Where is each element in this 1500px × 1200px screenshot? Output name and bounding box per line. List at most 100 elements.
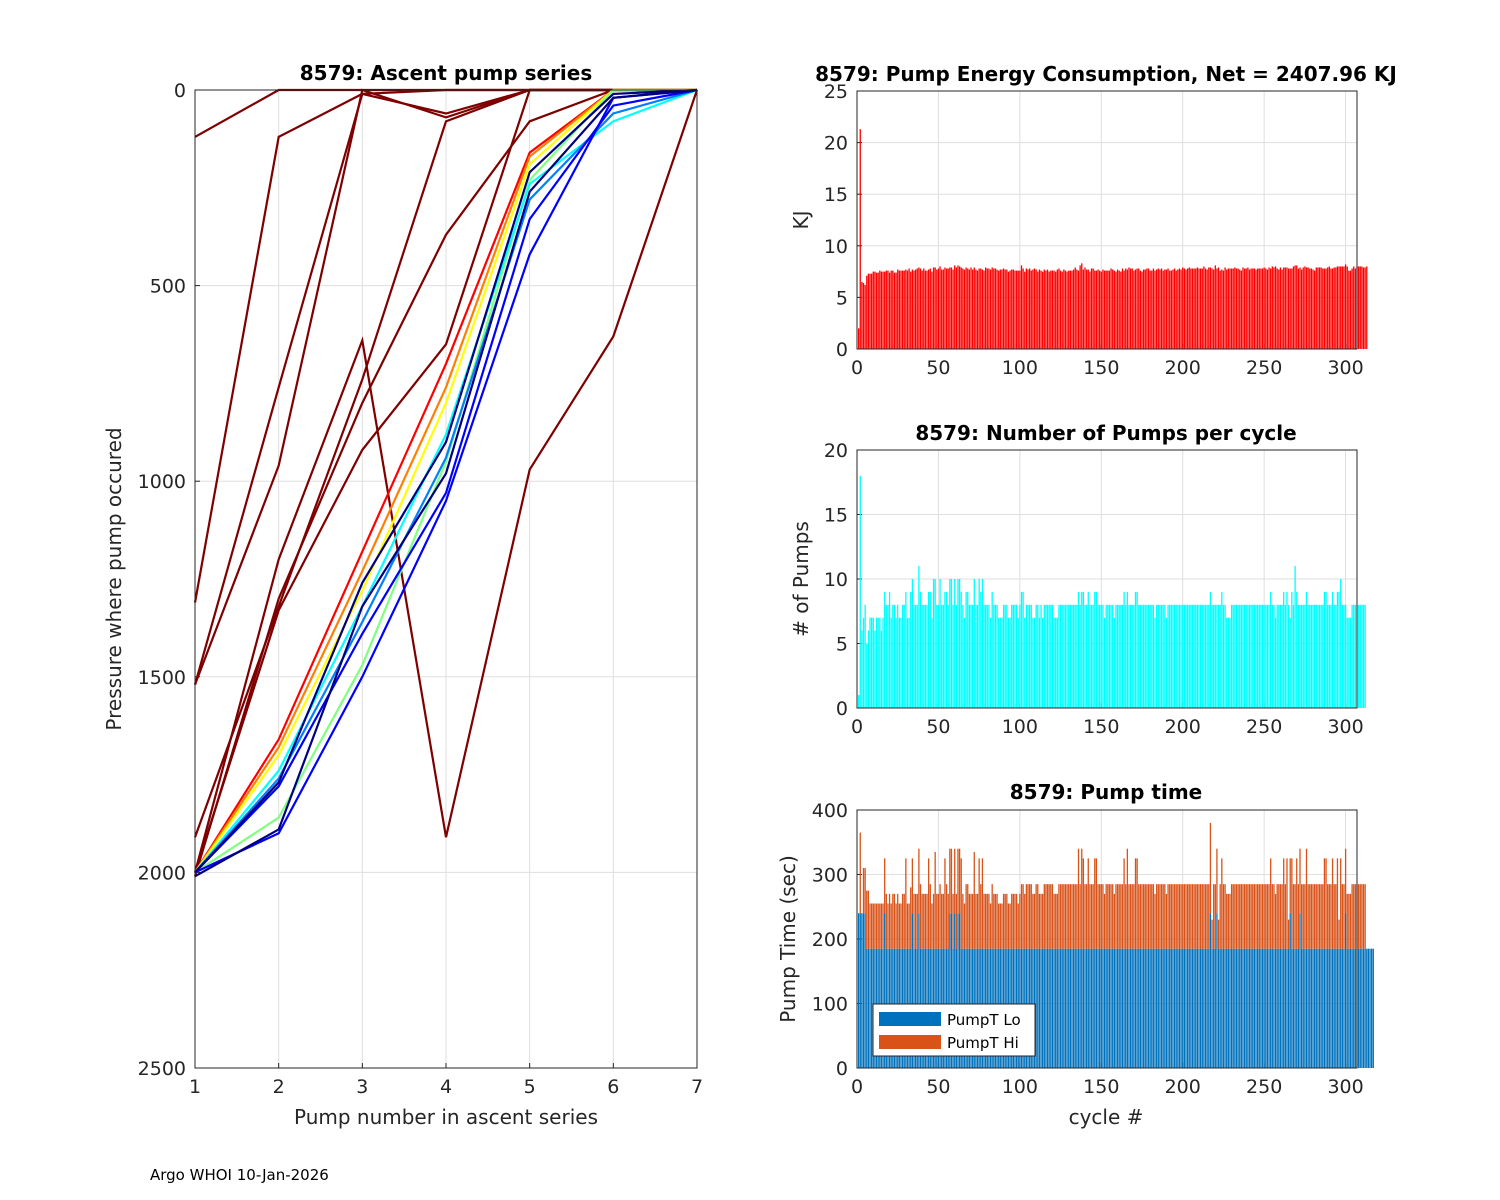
- bar-pumpt-hi: [970, 893, 972, 949]
- bar-energy: [983, 270, 985, 349]
- bar-pumpt-hi: [1274, 893, 1277, 949]
- bar-energy: [968, 269, 971, 349]
- bar-pumpt-hi: [1354, 884, 1357, 949]
- bar-pumps: [867, 630, 870, 708]
- bar-pumps: [1235, 604, 1238, 708]
- bar-pumpt-hi: [1068, 884, 1070, 949]
- bar-energy: [957, 265, 959, 349]
- bar-energy: [1164, 269, 1166, 349]
- bar-pumps: [928, 591, 930, 708]
- bar-pumps: [1072, 604, 1075, 708]
- bar-pumpt-hi: [1061, 884, 1063, 949]
- bar-pumps: [1346, 617, 1348, 708]
- bar-pumps: [918, 566, 920, 708]
- bar-pumps: [1133, 604, 1135, 708]
- bar-pumps: [1180, 604, 1182, 708]
- bar-pumps: [1310, 604, 1313, 708]
- bar-energy: [928, 269, 930, 349]
- bar-pumpt-hi: [1248, 884, 1251, 949]
- bar-energy: [1046, 269, 1049, 349]
- bar-pumps: [1185, 604, 1187, 708]
- bar-pumps: [1292, 604, 1295, 708]
- bar-pumps: [1300, 604, 1303, 708]
- bar-energy: [910, 271, 912, 349]
- bar-energy: [955, 267, 957, 349]
- bar-pumpt-hi: [1335, 884, 1337, 949]
- bar-pumps: [1261, 604, 1264, 708]
- bar-pumpt-hi: [1245, 884, 1247, 949]
- bar-pumpt-lo: [1362, 948, 1365, 1068]
- bar-energy: [988, 268, 990, 349]
- bar-pumpt-hi: [1214, 884, 1216, 949]
- bar-pumpt-lo: [1232, 948, 1234, 1068]
- bar-pumpt-hi: [1081, 848, 1083, 949]
- bar-pumpt-lo: [1125, 948, 1127, 1068]
- bar-pumpt-hi: [1082, 858, 1085, 949]
- bar-pumpt-lo: [1064, 948, 1067, 1068]
- bar-pumpt-hi: [898, 903, 900, 949]
- bar-pumpt-lo: [1222, 948, 1225, 1068]
- bar-pumps: [1134, 591, 1137, 708]
- bar-pumpt-lo: [1095, 948, 1098, 1068]
- x-tick-label: 250: [1246, 1076, 1282, 1098]
- x-tick-label: 150: [1083, 357, 1119, 379]
- y-tick-label: 0: [836, 698, 848, 720]
- bar-energy: [882, 271, 884, 349]
- bar-energy: [1116, 269, 1119, 349]
- bar-pumps: [1009, 617, 1011, 708]
- bar-pumps: [985, 604, 987, 708]
- bar-pumpt-lo: [1120, 948, 1122, 1068]
- bar-energy: [861, 281, 863, 349]
- y-tick-label: 0: [836, 339, 848, 361]
- bar-energy: [1253, 268, 1256, 349]
- bar-pumpt-hi: [901, 893, 904, 949]
- bar-energy: [914, 269, 917, 349]
- bar-pumpt-lo: [1186, 948, 1189, 1068]
- bar-pumpt-hi: [994, 893, 997, 949]
- bar-pumps: [882, 617, 884, 708]
- bar-pumpt-hi: [1364, 884, 1366, 949]
- bar-pumpt-lo: [1273, 948, 1275, 1068]
- bar-pumpt-lo: [1221, 948, 1223, 1068]
- bar-energy: [1341, 266, 1343, 349]
- bar-pumps: [1227, 617, 1229, 708]
- ascent-line-cycle-o: [194, 88, 698, 874]
- bar-pumps: [978, 579, 980, 708]
- bar-pumpt-hi: [1180, 884, 1182, 949]
- bar-pumpt-lo: [1193, 948, 1195, 1068]
- bar-energy: [1019, 270, 1021, 349]
- y-tick-label: 300: [812, 865, 848, 887]
- bar-energy: [1144, 269, 1146, 349]
- bar-pumps: [957, 579, 959, 708]
- bar-energy: [1125, 268, 1127, 349]
- bar-pumpt-hi: [900, 903, 902, 949]
- bar-pumpt-lo: [1142, 948, 1145, 1068]
- bar-pumpt-lo: [1274, 948, 1277, 1068]
- bar-pumpt-lo: [1239, 948, 1241, 1068]
- bar-pumpt-lo: [1085, 948, 1088, 1068]
- bar-pumpt-hi: [1344, 848, 1347, 914]
- bar-pumpt-lo: [1297, 948, 1300, 1068]
- bar-energy: [1028, 268, 1031, 349]
- bar-energy: [1037, 271, 1039, 349]
- bar-pumpt-lo: [1201, 948, 1203, 1068]
- bar-pumpt-hi: [957, 848, 959, 914]
- y-tick-label: 2000: [138, 862, 186, 884]
- bar-pumps: [1211, 604, 1213, 708]
- bar-energy: [1230, 268, 1233, 349]
- bar-pumpt-hi: [1239, 884, 1241, 949]
- bar-energy: [1100, 271, 1102, 349]
- bar-energy: [1354, 268, 1357, 349]
- x-tick-label: 1: [189, 1076, 201, 1098]
- bar-pumps: [910, 591, 912, 708]
- bar-energy: [1196, 267, 1199, 349]
- bar-pumps: [996, 604, 998, 708]
- bar-pumps: [1343, 604, 1345, 708]
- bar-pumpt-lo: [949, 913, 951, 1068]
- bar-energy: [1133, 270, 1135, 349]
- bar-pumpt-hi: [971, 893, 974, 949]
- bar-pumpt-lo: [1183, 948, 1186, 1068]
- bar-energy: [1050, 270, 1052, 349]
- x-tick-label: 6: [607, 1076, 619, 1098]
- bar-pumpt-lo: [1048, 948, 1050, 1068]
